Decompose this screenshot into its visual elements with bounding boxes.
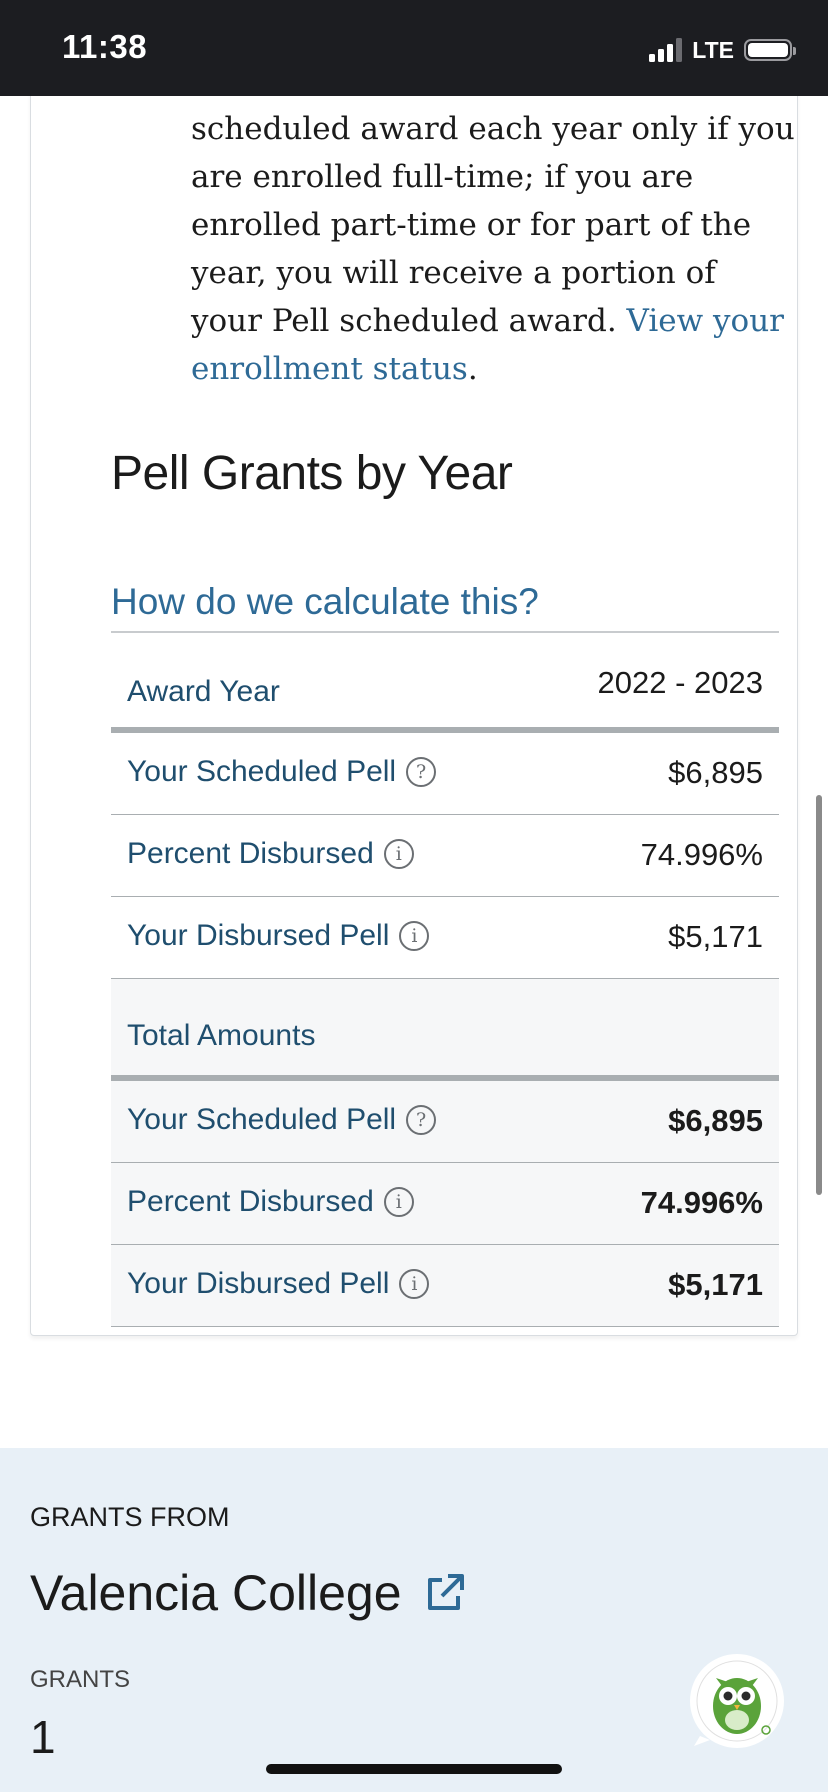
row-value: $5,171 [668, 1267, 763, 1302]
row-value: 74.996% [640, 837, 763, 872]
scrollbar[interactable] [816, 795, 822, 1195]
network-type: LTE [692, 36, 734, 63]
info-icon[interactable]: i [383, 1187, 414, 1217]
info-icon[interactable]: i [399, 921, 430, 951]
row-label-text: Your Scheduled Pell [127, 755, 397, 788]
award-year-label: Award Year [127, 675, 280, 708]
status-bar: 11:38 LTE [0, 0, 828, 96]
question-icon[interactable]: ? [406, 757, 437, 787]
row-label-text: Your Scheduled Pell [127, 1103, 397, 1136]
table-row: Your Scheduled Pell ? $6,895 [111, 733, 779, 815]
section-title: Pell Grants by Year [111, 447, 513, 500]
totals-header-row: Total Amounts [111, 979, 779, 1081]
info-icon[interactable]: i [399, 1269, 430, 1299]
row-label: Your Scheduled Pell ? [127, 755, 437, 789]
row-value: $5,171 [668, 919, 763, 954]
row-value: 74.996% [640, 1185, 763, 1220]
grants-from-heading: GRANTS FROM [30, 1502, 230, 1532]
row-label: Percent Disbursed i [127, 1185, 414, 1219]
award-year-value: 2022 - 2023 [597, 665, 763, 700]
note-line: year, you will receive a portion of [191, 255, 716, 291]
row-value: $6,895 [668, 755, 763, 790]
note-line: scheduled award each year only if you [191, 111, 795, 147]
note-line: are enrolled full-time; if you are [191, 159, 694, 195]
status-time: 11:38 [62, 28, 148, 65]
info-icon[interactable]: i [383, 839, 414, 869]
question-icon[interactable]: ? [406, 1105, 437, 1135]
note-line-link-cont: enrollment status. [191, 345, 791, 393]
note-line: your Pell scheduled award. [191, 303, 627, 339]
view-enrollment-status-link-cont[interactable]: enrollment status [191, 351, 468, 387]
row-value: $6,895 [668, 1103, 763, 1138]
grants-count-label: GRANTS [30, 1666, 131, 1693]
row-label-text: Percent Disbursed [127, 837, 374, 870]
view-enrollment-status-link[interactable]: View your [626, 303, 784, 339]
how-calculate-link[interactable]: How do we calculate this? [111, 581, 539, 622]
grants-from-section: GRANTS FROM Valencia College GRANTS 1 [0, 1448, 828, 1792]
total-amounts-label: Total Amounts [127, 1019, 316, 1052]
table-row: Percent Disbursed i 74.996% [111, 815, 779, 897]
pell-table: Award Year 2022 - 2023 Your Scheduled Pe… [111, 631, 779, 1327]
external-link-icon[interactable] [424, 1572, 466, 1614]
home-indicator[interactable] [266, 1764, 562, 1774]
note-line-with-link: your Pell scheduled award. View your [191, 297, 791, 345]
table-header-row: Award Year 2022 - 2023 [111, 631, 779, 733]
status-indicators: LTE [649, 36, 796, 64]
row-label-text: Your Disbursed Pell [127, 919, 390, 952]
grants-count: 1 [30, 1711, 56, 1763]
row-label: Percent Disbursed i [127, 837, 414, 871]
note-period: . [467, 351, 478, 387]
table-row: Your Disbursed Pell i $5,171 [111, 897, 779, 979]
row-label-text: Percent Disbursed [127, 1185, 374, 1218]
row-label: Your Disbursed Pell i [127, 1267, 430, 1301]
cellular-signal-icon [649, 38, 683, 62]
battery-icon [744, 39, 796, 61]
enrollment-note: scheduled award each year only if you ar… [191, 105, 795, 393]
table-row: Your Scheduled Pell ? $6,895 [111, 1081, 779, 1163]
note-line: enrolled part-time or for part of the [191, 207, 752, 243]
school-name-row: Valencia College [30, 1564, 466, 1622]
owl-chat-icon[interactable] [688, 1652, 786, 1750]
table-row: Percent Disbursed i 74.996% [111, 1163, 779, 1245]
pell-grant-card: scheduled award each year only if you ar… [30, 40, 798, 1336]
table-row: Your Disbursed Pell i $5,171 [111, 1245, 779, 1327]
row-label-text: Your Disbursed Pell [127, 1267, 390, 1300]
school-name: Valencia College [30, 1565, 402, 1621]
row-label: Your Disbursed Pell i [127, 919, 430, 953]
row-label: Your Scheduled Pell ? [127, 1103, 437, 1137]
